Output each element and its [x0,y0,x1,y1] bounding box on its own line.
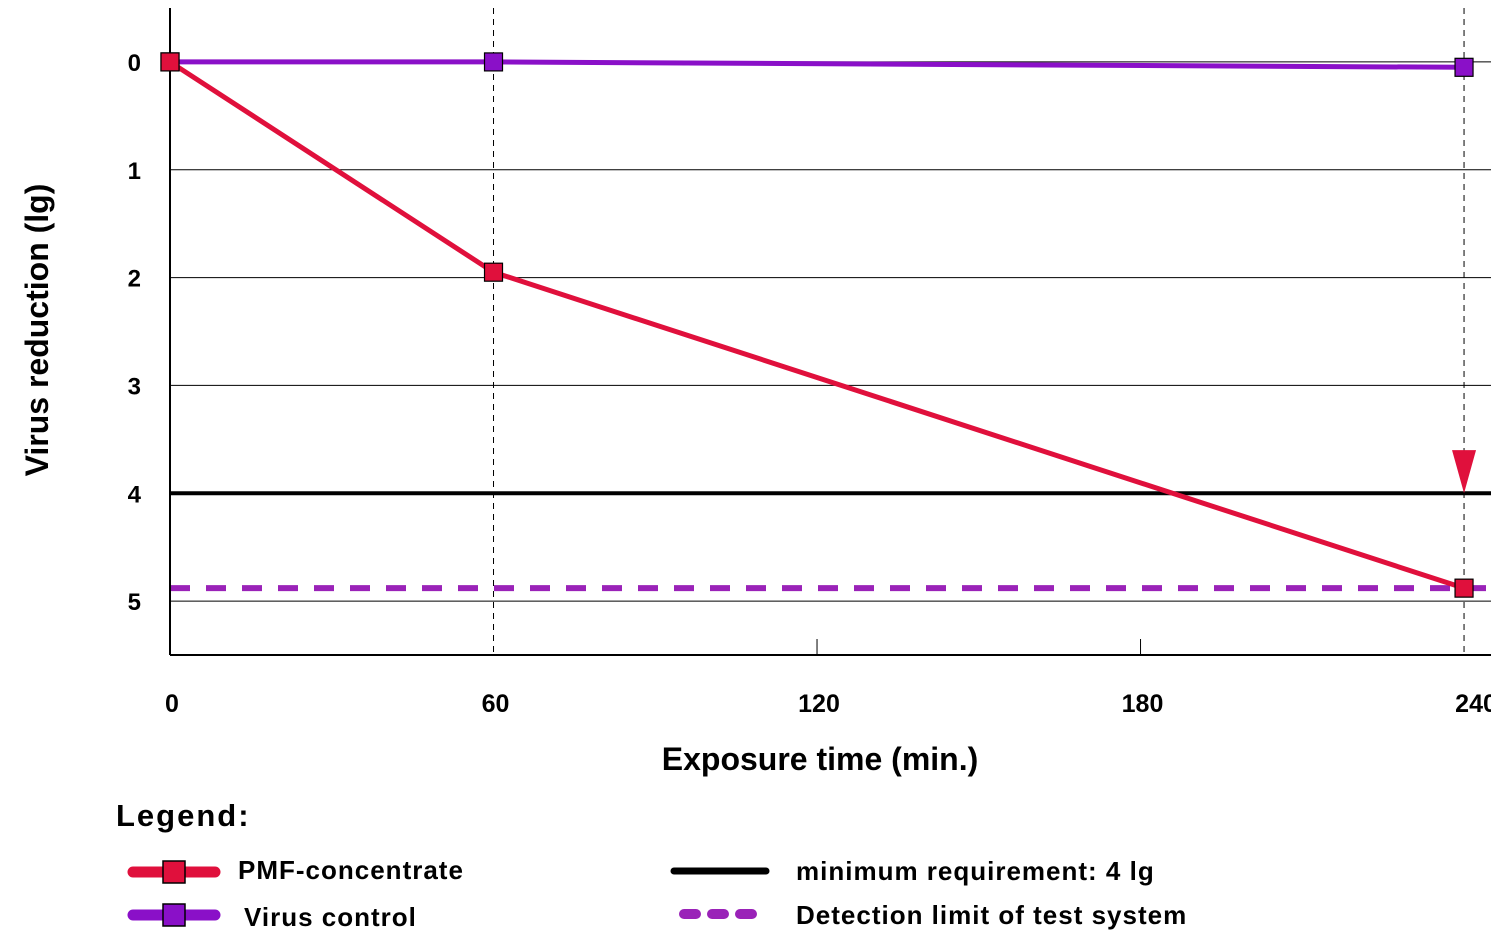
legend-item-virus-control: Virus control [127,902,417,932]
plot-grid [170,8,1491,655]
series-line-1 [170,59,1465,70]
x-tick-label-0: 0 [165,690,179,718]
legend-label-pmf: PMF-concentrate [238,855,464,885]
series-0-point-1 [483,262,504,282]
legend-title: Legend: [116,798,251,833]
x-tick-label-180: 180 [1122,690,1164,718]
plot-axes [169,8,1491,656]
y-tick-label-5: 5 [128,589,141,616]
y-tick-label-4: 4 [128,481,142,508]
legend-item-detection-limit: Detection limit of test system [679,900,1187,930]
legend-item-minimum-requirement: minimum requirement: 4 lg [670,856,1155,886]
series-line-0 [168,59,1465,591]
series-0-point-0 [160,52,180,72]
legend-swatch-marker-virus [162,903,186,927]
legend-item-pmf-concentrate: PMF-concentrate [127,855,464,885]
legend-label-min: minimum requirement: 4 lg [796,856,1155,886]
annotation-arrow-0 [1452,450,1477,494]
series-1-point-1 [483,52,504,72]
x-tick-label-240: 240 [1455,690,1491,718]
legend-label-virus: Virus control [244,902,417,932]
y-tick-label-1: 1 [128,158,141,185]
tick-labels: 0 1 2 3 4 5 0 60 120 180 240 [128,50,1491,718]
x-tick-label-60: 60 [482,690,510,718]
series-0-point-2 [1454,578,1474,598]
y-tick-label-2: 2 [128,266,141,293]
y-axis-title: Virus reduction (lg) [19,184,55,477]
legend: Legend: PMF-concentrate Virus control mi… [116,798,1187,932]
x-tick-label-120: 120 [798,690,840,718]
y-tick-label-0: 0 [128,50,141,77]
plot-annotations [1452,450,1477,494]
reference-lines [170,491,1491,592]
plot-markers [160,52,1474,598]
x-axis-title: Exposure time (min.) [662,741,979,777]
legend-label-detection: Detection limit of test system [796,900,1187,930]
y-tick-label-3: 3 [128,373,141,400]
plot-series [168,59,1465,591]
legend-swatch-marker-pmf [162,860,186,884]
series-1-point-2 [1454,57,1474,77]
